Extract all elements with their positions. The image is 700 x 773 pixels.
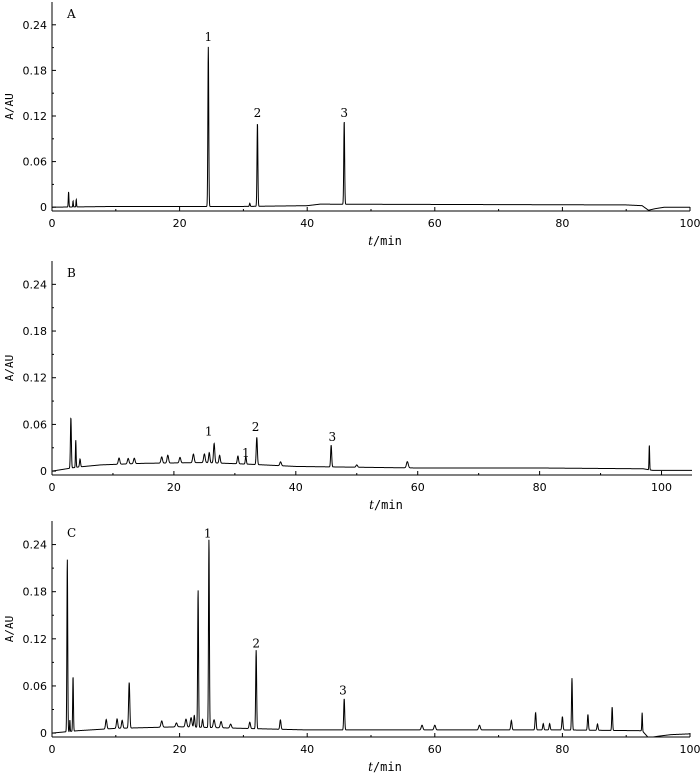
x-tick-label: 40 [300, 217, 314, 230]
chromatogram-trace [51, 417, 692, 472]
y-axis-label: A/AU [3, 93, 16, 120]
peak-label: 1 [205, 424, 213, 438]
peak-label: 1 [204, 30, 212, 44]
chromatogram-panel-a: 0 20 40 60 80 100 0 0.06 0.12 0.18 0.24 A/AU t/min A 1… [3, 2, 700, 248]
x-tick-label: 100 [680, 217, 700, 230]
x-tick-label: 100 [680, 743, 700, 756]
chromatogram-trace [51, 539, 691, 738]
panel-label: B [67, 266, 76, 280]
peak-label: 2 [252, 420, 260, 434]
y-tick-label: 0.18 [23, 586, 48, 599]
x-axis-label: t/min [368, 234, 402, 248]
chromatogram-panel-c: 0 20 40 60 80 100 0 0.06 0.12 0.18 0.24 A/AU t/min C 1… [3, 521, 700, 773]
x-tick-label: 80 [555, 217, 569, 230]
x-tick-label: 20 [167, 481, 181, 494]
x-tick-label: 20 [173, 743, 187, 756]
x-tick-label: 80 [533, 481, 547, 494]
y-tick-label: 0.12 [23, 372, 48, 385]
y-tick-label: 0.06 [23, 680, 48, 693]
y-tick-label: 0.12 [23, 110, 48, 123]
y-tick-label: 0 [40, 465, 47, 478]
peak-label: 1 [242, 446, 250, 460]
y-tick-label: 0.24 [23, 539, 48, 552]
chromatogram-panel-b: 0 20 40 60 80 100 0 0.06 0.12 0.18 0.24 A/AU t/min B 1… [3, 261, 692, 512]
x-tick-label: 20 [173, 217, 187, 230]
peak-label: 1 [204, 527, 212, 541]
y-tick-label: 0.06 [23, 418, 48, 431]
chromatogram-trace [52, 46, 690, 211]
x-axis-label: t/min [369, 498, 403, 512]
panel-label: C [67, 526, 76, 540]
x-tick-label: 0 [49, 743, 56, 756]
x-axis-label: t/min [368, 760, 402, 773]
y-tick-label: 0.18 [23, 64, 48, 77]
x-tick-label: 60 [428, 217, 442, 230]
x-tick-label: 0 [49, 481, 56, 494]
x-tick-label: 40 [300, 743, 314, 756]
y-axis-label: A/AU [3, 355, 16, 382]
peak-label: 3 [340, 106, 348, 120]
peak-label: 2 [254, 106, 262, 120]
peak-label: 2 [252, 637, 260, 651]
peak-label: 3 [329, 430, 337, 444]
x-tick-label: 0 [49, 217, 56, 230]
y-tick-label: 0 [40, 727, 47, 740]
x-tick-label: 100 [651, 481, 672, 494]
x-tick-label: 60 [411, 481, 425, 494]
panel-label: A [66, 7, 76, 21]
y-axis-label: A/AU [3, 616, 16, 643]
peak-label: 3 [339, 684, 347, 698]
x-tick-label: 60 [428, 743, 442, 756]
x-tick-label: 40 [289, 481, 303, 494]
y-tick-label: 0 [40, 201, 47, 214]
x-tick-label: 80 [555, 743, 569, 756]
y-tick-label: 0.24 [23, 278, 48, 291]
y-tick-label: 0.18 [23, 325, 48, 338]
y-tick-label: 0.24 [23, 19, 48, 32]
y-tick-label: 0.06 [23, 156, 48, 169]
y-tick-label: 0.12 [23, 633, 48, 646]
